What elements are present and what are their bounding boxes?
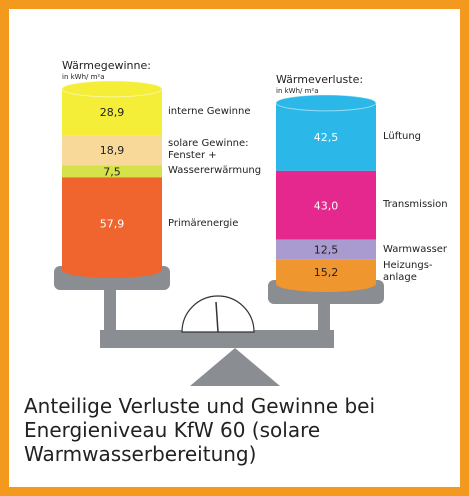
segment: [62, 135, 162, 166]
cylinder-top: [61, 80, 163, 98]
stack-title: Wärmeverluste:: [276, 72, 364, 86]
cylinder-bottom: [276, 276, 376, 292]
post: [104, 290, 116, 332]
segment-label: Heizungs-anlage: [383, 259, 433, 283]
segment-label: Lüftung: [383, 130, 422, 142]
value-label: 15,2: [314, 266, 339, 279]
value-label: 57,9: [100, 218, 125, 231]
segment-label: Warmwasser: [383, 243, 448, 255]
value-label: 28,9: [100, 106, 125, 119]
segment-label: solare Gewinne: Fenster +: [168, 138, 249, 162]
segment-label: Transmission: [383, 199, 448, 211]
segment: [276, 102, 376, 171]
stack-title: Wärmegewinne:: [62, 58, 151, 72]
caption: Anteilige Verluste und Gewinne bei Energ…: [24, 394, 376, 466]
cylinder-bottom: [62, 262, 162, 278]
segment: [62, 165, 162, 178]
beam: [100, 330, 334, 348]
segment: [276, 239, 376, 260]
segment: [276, 170, 376, 240]
value-label: 7,5: [103, 165, 121, 178]
segment-label: Primärenergie: [168, 217, 239, 229]
stand: [190, 348, 280, 386]
value-label: 12,5: [314, 244, 339, 257]
value-label: 43,0: [314, 199, 339, 212]
segment-label: interne Gewinne: [168, 106, 251, 117]
stack-unit: in kWh/ m²a: [62, 72, 105, 81]
stack-unit: in kWh/ m²a: [276, 86, 319, 95]
value-label: 18,9: [100, 144, 125, 157]
gauge: [181, 295, 255, 333]
segment: [62, 177, 162, 270]
segment-label: Wassererwärmung: [168, 165, 262, 177]
post: [318, 302, 330, 332]
value-label: 42,5: [314, 131, 339, 144]
needle: [215, 301, 219, 333]
cylinder-top: [275, 94, 377, 112]
